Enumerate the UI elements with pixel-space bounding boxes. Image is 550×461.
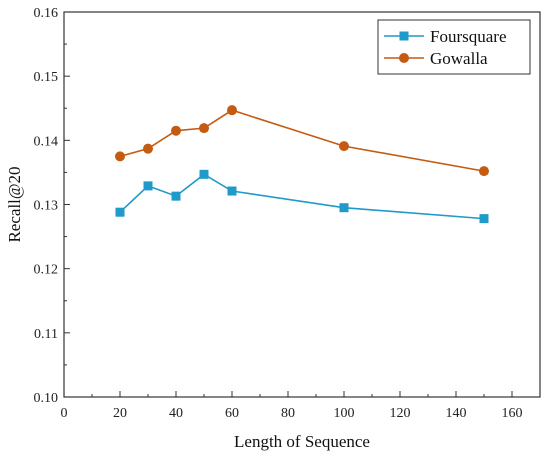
x-tick-label: 40 bbox=[169, 406, 183, 421]
series-line bbox=[119, 109, 485, 172]
data-point bbox=[227, 186, 237, 196]
data-point bbox=[479, 214, 489, 224]
data-point bbox=[115, 151, 125, 162]
data-point bbox=[199, 123, 209, 134]
legend-marker bbox=[399, 53, 409, 63]
y-tick-label: 0.15 bbox=[34, 70, 59, 85]
data-point bbox=[143, 143, 153, 154]
x-tick-label: 160 bbox=[502, 406, 523, 421]
x-axis-title: Length of Sequence bbox=[234, 432, 370, 451]
legend-marker bbox=[399, 31, 409, 41]
legend-label: Gowalla bbox=[430, 49, 488, 68]
x-tick-label: 60 bbox=[225, 406, 239, 421]
x-tick-label: 100 bbox=[334, 406, 355, 421]
data-point bbox=[199, 169, 209, 179]
legend-label: Foursquare bbox=[430, 27, 506, 46]
legend-box bbox=[377, 19, 531, 75]
legend: Foursquare Gowalla bbox=[377, 19, 531, 75]
data-point bbox=[339, 203, 349, 213]
x-tick-label: 120 bbox=[390, 406, 411, 421]
y-axis-title: Recall@20 bbox=[5, 166, 24, 242]
y-tick-label: 0.12 bbox=[34, 263, 59, 278]
series-foursquare bbox=[115, 169, 489, 224]
x-tick-label: 20 bbox=[113, 406, 127, 421]
y-tick-label: 0.16 bbox=[34, 6, 59, 21]
y-tick-label: 0.11 bbox=[34, 327, 58, 342]
data-point bbox=[115, 207, 125, 217]
series-gowalla bbox=[115, 105, 489, 177]
data-point bbox=[339, 141, 349, 152]
legend-item: Gowalla bbox=[384, 49, 488, 68]
data-point bbox=[171, 125, 181, 136]
data-point bbox=[171, 191, 181, 201]
x-tick-label: 0 bbox=[61, 406, 68, 421]
data-point bbox=[227, 105, 237, 116]
axis-ticks: 0 20 40 60 80 100 120 140 160 0.10 0.11 0.12 0.13 0.1… bbox=[34, 6, 523, 421]
legend-item: Foursquare bbox=[384, 27, 506, 46]
y-tick-label: 0.14 bbox=[34, 134, 59, 149]
y-tick-label: 0.10 bbox=[34, 391, 59, 406]
data-point bbox=[143, 181, 153, 191]
x-tick-label: 140 bbox=[446, 406, 467, 421]
series-layer bbox=[115, 105, 489, 224]
y-tick-label: 0.13 bbox=[34, 199, 59, 214]
data-point bbox=[479, 166, 489, 177]
x-tick-label: 80 bbox=[281, 406, 295, 421]
